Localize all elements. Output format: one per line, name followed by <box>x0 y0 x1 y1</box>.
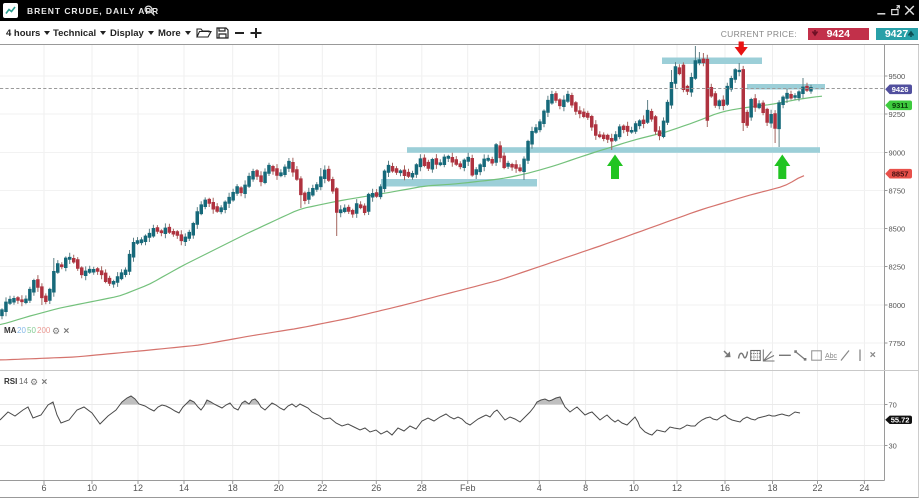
svg-text:70: 70 <box>889 401 897 410</box>
svg-text:Feb: Feb <box>460 483 476 493</box>
svg-text:✕: ✕ <box>63 327 70 336</box>
svg-text:RSI: RSI <box>4 377 17 386</box>
svg-text:8: 8 <box>583 483 588 493</box>
svg-text:28: 28 <box>417 483 427 493</box>
svg-text:50: 50 <box>27 326 36 335</box>
svg-text:10: 10 <box>87 483 97 493</box>
svg-text:12: 12 <box>133 483 143 493</box>
svg-text:22: 22 <box>317 483 327 493</box>
svg-text:26: 26 <box>371 483 381 493</box>
svg-text:⚙: ⚙ <box>52 326 60 336</box>
svg-text:8750: 8750 <box>889 186 906 195</box>
svg-text:20: 20 <box>274 483 284 493</box>
svg-text:18: 18 <box>767 483 777 493</box>
svg-text:30: 30 <box>889 442 897 451</box>
svg-text:9426: 9426 <box>892 85 909 94</box>
svg-text:55.72: 55.72 <box>891 416 910 425</box>
svg-text:⚙: ⚙ <box>30 377 38 387</box>
svg-text:9500: 9500 <box>889 72 906 81</box>
svg-text:12: 12 <box>672 483 682 493</box>
svg-text:8857: 8857 <box>892 170 909 179</box>
svg-text:6: 6 <box>41 483 46 493</box>
svg-text:9250: 9250 <box>889 110 906 119</box>
svg-text:14: 14 <box>179 483 189 493</box>
svg-text:16: 16 <box>720 483 730 493</box>
svg-text:MA: MA <box>4 326 17 335</box>
svg-text:18: 18 <box>228 483 238 493</box>
svg-text:Abc: Abc <box>825 353 838 360</box>
svg-text:8250: 8250 <box>889 262 906 271</box>
svg-text:14: 14 <box>19 377 28 386</box>
svg-text:7750: 7750 <box>889 339 906 348</box>
svg-text:✕: ✕ <box>41 378 48 387</box>
svg-text:24: 24 <box>859 483 869 493</box>
svg-text:9311: 9311 <box>892 101 908 110</box>
svg-text:4: 4 <box>537 483 542 493</box>
svg-text:9000: 9000 <box>889 148 906 157</box>
svg-text:8000: 8000 <box>889 301 906 310</box>
svg-text:200: 200 <box>37 326 51 335</box>
svg-text:20: 20 <box>17 326 26 335</box>
svg-text:8500: 8500 <box>889 224 906 233</box>
svg-text:10: 10 <box>629 483 639 493</box>
svg-text:22: 22 <box>812 483 822 493</box>
